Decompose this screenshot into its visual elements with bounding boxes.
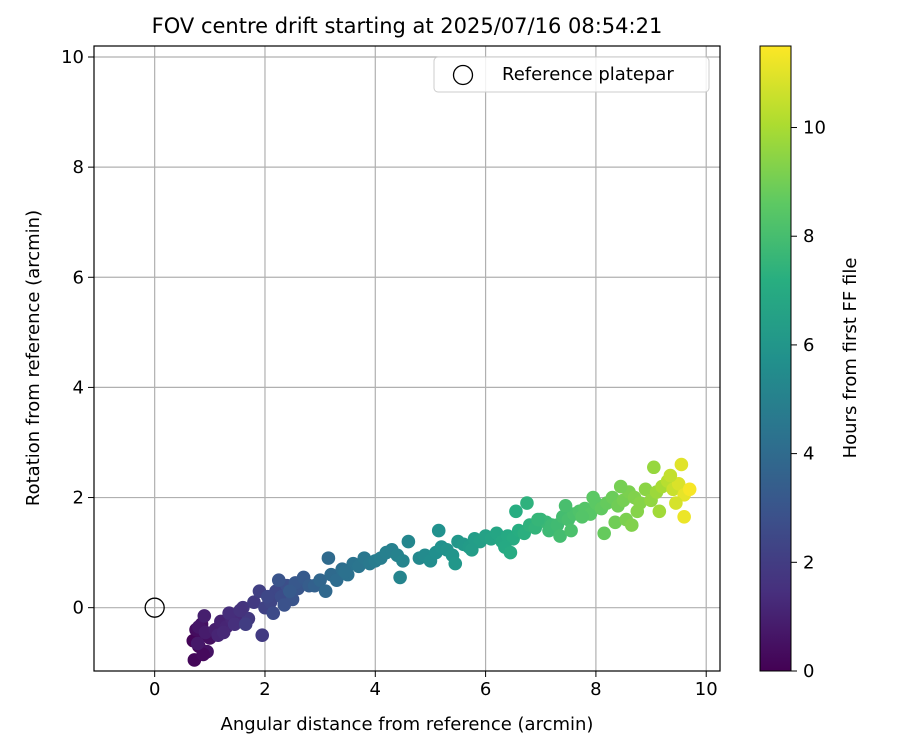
data-point	[247, 595, 261, 609]
data-point	[564, 523, 578, 538]
data-point	[338, 565, 352, 579]
data-point	[393, 570, 407, 585]
data-points	[186, 457, 697, 667]
y-tick-label: 10	[61, 47, 84, 68]
data-point	[227, 617, 242, 631]
data-point	[558, 499, 573, 513]
data-point	[222, 606, 236, 620]
data-point	[586, 490, 600, 505]
data-point	[509, 504, 523, 519]
grid-lines	[94, 46, 720, 671]
data-point	[630, 504, 645, 519]
data-point	[652, 504, 667, 519]
data-point	[431, 523, 446, 538]
data-point	[255, 628, 270, 643]
data-point	[271, 573, 286, 587]
x-tick-label: 8	[590, 679, 601, 700]
data-point	[318, 584, 333, 598]
data-point	[329, 573, 344, 587]
data-point	[553, 529, 567, 543]
data-point	[520, 496, 534, 510]
data-point	[190, 636, 205, 651]
data-point	[503, 545, 518, 560]
colorbar-tick-label: 2	[803, 552, 814, 573]
colorbar-tick-label: 6	[803, 335, 814, 356]
data-point	[313, 573, 327, 587]
data-point	[677, 510, 691, 524]
y-axis-ticks: 0 2 4 6 8 10	[61, 47, 94, 619]
x-axis-label: Angular distance from reference (arcmin)	[221, 714, 594, 735]
colorbar-tick-label: 4	[803, 444, 814, 465]
y-tick-label: 2	[73, 488, 84, 509]
colorbar-label: Hours from first FF file	[840, 258, 861, 459]
colorbar-tick-label: 8	[803, 226, 814, 247]
data-point	[671, 476, 686, 491]
plot-frame	[93, 45, 721, 672]
data-point	[282, 584, 297, 598]
data-point	[674, 457, 689, 472]
x-tick-label: 4	[370, 679, 381, 700]
y-tick-label: 8	[73, 157, 84, 178]
data-point	[638, 482, 653, 497]
y-tick-label: 4	[73, 377, 84, 398]
x-tick-label: 2	[259, 679, 270, 700]
data-point	[663, 468, 678, 483]
data-point	[597, 526, 611, 541]
data-point	[647, 460, 661, 475]
x-tick-label: 6	[480, 679, 491, 700]
data-point	[575, 510, 589, 524]
reference-point-marker	[144, 597, 165, 618]
colorbar-tick-label: 10	[803, 118, 826, 139]
data-point	[669, 496, 683, 510]
data-point	[531, 512, 545, 527]
data-point	[321, 551, 336, 565]
legend-marker-icon	[452, 64, 474, 86]
data-point	[608, 515, 623, 530]
x-tick-label: 10	[695, 679, 718, 700]
data-point	[266, 606, 281, 620]
data-point	[624, 518, 639, 532]
data-point	[613, 479, 628, 494]
legend-box	[433, 56, 710, 93]
data-point	[233, 603, 247, 618]
colorbar-ticks: 0 2 4 6 8 10	[791, 118, 826, 682]
data-point	[196, 647, 211, 662]
colorbar-tick-label: 0	[803, 661, 814, 682]
data-point	[401, 534, 416, 549]
data-point	[238, 617, 253, 631]
y-tick-label: 6	[73, 267, 84, 288]
colorbar-gradient	[759, 45, 792, 672]
data-point	[396, 554, 410, 568]
x-tick-label: 0	[149, 679, 160, 700]
reference-marker	[144, 597, 165, 618]
data-point	[682, 482, 697, 497]
x-axis-ticks: 0 2 4 6 8 10	[149, 671, 718, 700]
data-point	[465, 543, 479, 557]
colorbar: 0 2 4 6 8 10 Hours from first FF file	[759, 45, 861, 682]
data-point	[448, 556, 463, 571]
data-point	[277, 598, 292, 612]
data-point	[260, 589, 275, 604]
chart-title: FOV centre drift starting at 2025/07/16 …	[152, 14, 663, 38]
data-point	[197, 609, 212, 623]
legend: Reference platepar	[433, 56, 710, 93]
y-axis-label: Rotation from reference (arcmin)	[23, 210, 44, 506]
data-point	[216, 625, 231, 640]
legend-entry-reference: Reference platepar	[502, 64, 674, 85]
y-tick-label: 0	[73, 598, 84, 619]
